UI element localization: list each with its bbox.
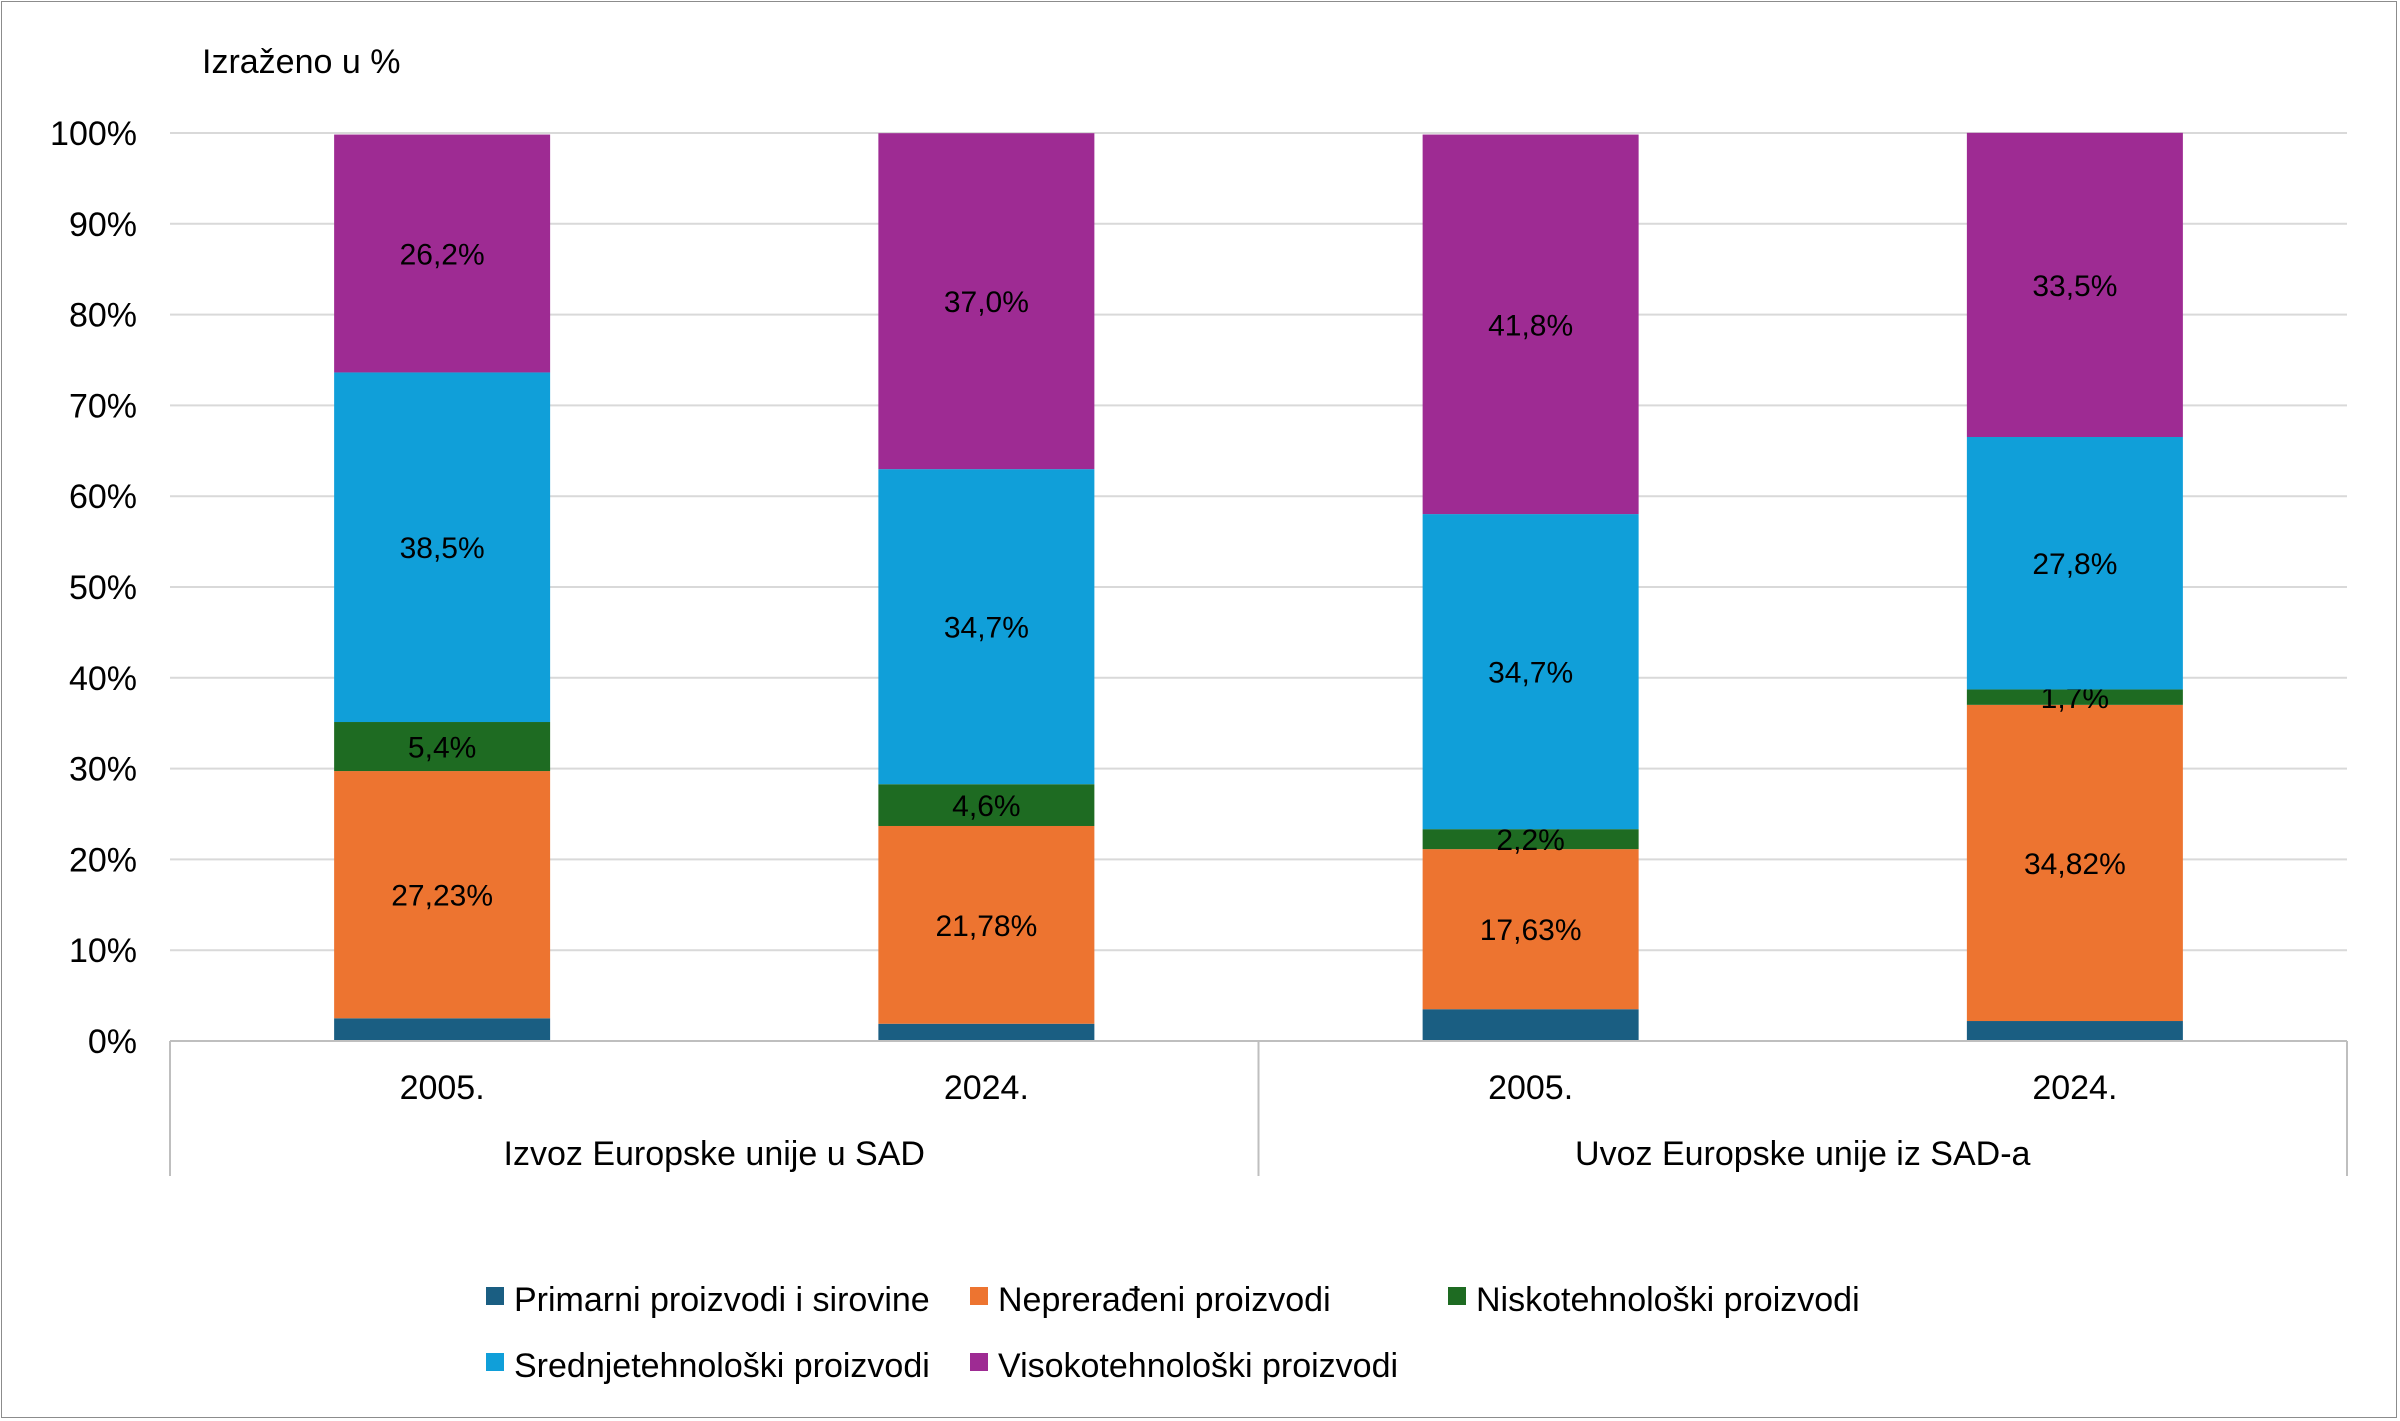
bar-segment [334,1018,551,1041]
legend-item: Visokotehnološki proizvodi [970,1347,1398,1385]
bar-segment [1422,1009,1639,1041]
group-label: Uvoz Europske unije iz SAD-a [1575,1135,2031,1173]
y-tick-label: 30% [69,751,137,789]
bar-segment [878,133,1095,470]
data-label: 34,7% [944,612,1029,645]
data-label: 34,82% [2024,848,2126,881]
y-tick-label: 90% [69,206,137,244]
bar-segment [334,134,551,373]
y-unit-label: Izraženo u % [202,43,400,81]
bar-segment [1966,132,2183,437]
legend-label: Neprerađeni proizvodi [998,1281,1331,1319]
group-label: Izvoz Europske unije u SAD [504,1135,925,1173]
bars: 27,23% 5,4% 38,5% 26,2% 21,78% 4,6% 34,7% 37,0%… [334,132,2183,1041]
legend-label: Srednjetehnološki proizvodi [514,1347,930,1385]
bar-segment [1422,514,1639,830]
bar-segment [1422,134,1639,515]
legend: Primarni proizvodi i sirovine Neprerađeni… [486,1281,1860,1385]
data-label: 38,5% [400,532,485,565]
bar-segment [1966,689,2183,705]
bar-segment [878,825,1095,1024]
legend-swatch [486,1353,504,1371]
data-label: 41,8% [1488,309,1573,342]
data-label: 2,2% [1496,824,1564,857]
data-label: 27,8% [2032,548,2117,581]
legend-item: Primarni proizvodi i sirovine [486,1281,930,1319]
y-tick-label: 20% [69,841,137,879]
legend-label: Visokotehnološki proizvodi [998,1347,1398,1385]
y-tick-label: 10% [69,932,137,970]
y-tick-label: 100% [50,115,137,153]
y-tick-label: 80% [69,297,137,335]
legend-label: Primarni proizvodi i sirovine [514,1281,930,1319]
bar-segment [1422,849,1639,1010]
bar-segment [1966,436,2183,690]
legend-swatch [970,1353,988,1371]
y-tick-label: 50% [69,569,137,607]
legend-swatch [970,1287,988,1305]
bar-segment [1966,704,2183,1022]
legend-item: Neprerađeni proizvodi [970,1281,1331,1319]
bar-segment [878,469,1095,785]
bar-segment [334,372,551,723]
data-label: 4,6% [952,790,1020,823]
legend-item: Niskotehnološki proizvodi [1448,1281,1860,1319]
data-label: 17,63% [1480,914,1582,947]
bar-segment [1422,829,1639,850]
data-label: 37,0% [944,286,1029,319]
data-label: 21,78% [936,910,1038,943]
data-label: 26,2% [400,238,485,271]
bar-segment [334,771,551,1019]
legend-swatch [1448,1287,1466,1305]
x-tick-label: 2024. [944,1069,1029,1107]
y-tick-label: 60% [69,478,137,516]
y-tick-label: 0% [88,1023,137,1061]
x-tick-label: 2005. [400,1069,485,1107]
bar-segment [878,1023,1095,1041]
legend-item: Srednjetehnološki proizvodi [486,1347,930,1385]
data-label: 34,7% [1488,657,1573,690]
data-label: 27,23% [391,880,493,913]
y-tick-label: 40% [69,660,137,698]
bar-segment [878,784,1095,826]
legend-label: Niskotehnološki proizvodi [1476,1281,1860,1319]
x-tick-label: 2024. [2032,1069,2117,1107]
legend-swatch [486,1287,504,1305]
data-label: 5,4% [408,732,476,765]
data-label: 33,5% [2032,270,2117,303]
bar-segment [1966,1021,2183,1041]
x-tick-label: 2005. [1488,1069,1573,1107]
y-axis-ticks: 0% 10% 20% 30% 40% 50% 60% 70% 80% 90% 100% [50,115,137,1061]
x-axis: 2005. 2024. 2005. 2024. Izvoz Europske unije… [169,1040,2348,1176]
y-tick-label: 70% [69,387,137,425]
bar-segment [334,722,551,772]
